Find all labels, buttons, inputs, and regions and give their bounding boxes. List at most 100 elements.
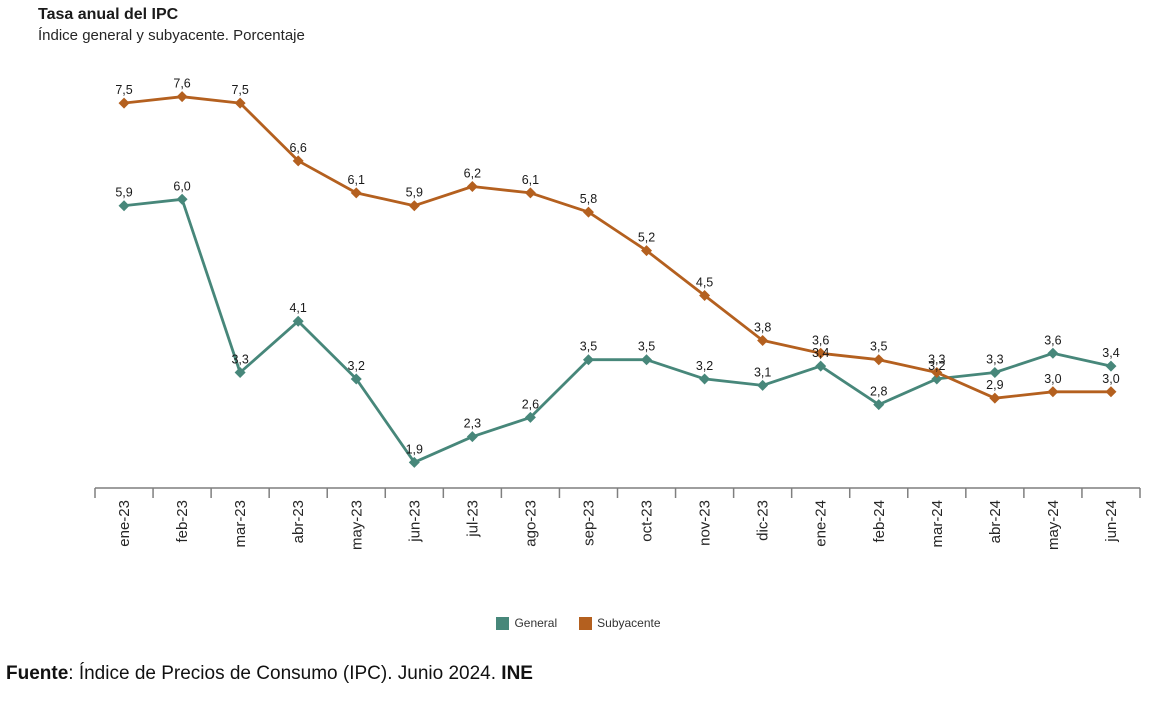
x-axis-label: sep-23 bbox=[580, 500, 597, 546]
data-label-subyacente: 6,1 bbox=[522, 173, 539, 187]
marker-general bbox=[292, 315, 304, 327]
marker-subyacente bbox=[408, 200, 420, 212]
marker-subyacente bbox=[118, 97, 130, 109]
marker-general bbox=[408, 456, 420, 468]
data-label-subyacente: 3,8 bbox=[754, 320, 771, 334]
marker-general bbox=[1047, 347, 1059, 359]
data-label-subyacente: 5,9 bbox=[406, 186, 423, 200]
data-label-subyacente: 5,2 bbox=[638, 231, 655, 245]
marker-subyacente bbox=[350, 187, 362, 199]
marker-general bbox=[931, 373, 943, 385]
data-label-general: 3,5 bbox=[580, 340, 597, 354]
data-label-general: 3,4 bbox=[812, 346, 829, 360]
marker-subyacente bbox=[931, 367, 943, 379]
x-axis-label: ago-23 bbox=[522, 500, 539, 547]
marker-general bbox=[641, 354, 653, 366]
data-label-subyacente: 7,6 bbox=[173, 77, 190, 91]
marker-general bbox=[699, 373, 711, 385]
marker-subyacente bbox=[757, 334, 769, 346]
marker-general bbox=[582, 354, 594, 366]
legend-item-general: General bbox=[496, 616, 557, 630]
source-text: : Índice de Precios de Consumo (IPC). Ju… bbox=[68, 663, 502, 684]
x-axis-label: jun-23 bbox=[406, 500, 423, 543]
source-org: INE bbox=[501, 663, 533, 684]
marker-subyacente bbox=[234, 97, 246, 109]
data-label-general: 3,2 bbox=[696, 359, 713, 373]
data-label-subyacente: 6,6 bbox=[289, 141, 306, 155]
marker-general bbox=[466, 431, 478, 443]
legend-label-subyacente: Subyacente bbox=[597, 616, 661, 630]
x-axis-label: oct-23 bbox=[639, 500, 656, 542]
marker-general bbox=[524, 411, 536, 423]
legend-label-general: General bbox=[514, 616, 558, 630]
data-label-subyacente: 4,5 bbox=[696, 276, 713, 290]
data-label-subyacente: 3,0 bbox=[1044, 372, 1061, 386]
data-label-subyacente: 7,5 bbox=[115, 83, 132, 97]
source-note: Fuente: Índice de Precios de Consumo (IP… bbox=[6, 663, 533, 685]
data-label-general: 3,1 bbox=[754, 365, 771, 379]
data-label-general: 4,1 bbox=[289, 301, 306, 315]
data-label-subyacente: 6,2 bbox=[464, 166, 481, 180]
x-axis-label: dic-23 bbox=[755, 500, 772, 541]
data-label-subyacente: 6,1 bbox=[348, 173, 365, 187]
x-axis-label: mar-23 bbox=[232, 500, 249, 548]
marker-general bbox=[118, 200, 130, 212]
chart-legend: General Subyacente bbox=[0, 616, 1157, 630]
data-label-general: 1,9 bbox=[406, 442, 423, 456]
marker-subyacente bbox=[989, 392, 1001, 404]
marker-subyacente bbox=[641, 245, 653, 257]
data-label-general: 3,6 bbox=[1044, 333, 1061, 347]
series-line-subyacente bbox=[123, 95, 1111, 400]
data-label-general: 3,3 bbox=[986, 353, 1003, 367]
data-label-general: 2,3 bbox=[464, 417, 481, 431]
x-axis-label: ene-24 bbox=[813, 500, 830, 547]
x-axis-label: may-24 bbox=[1045, 500, 1062, 550]
data-label-general: 3,4 bbox=[1102, 346, 1119, 360]
legend-swatch-general bbox=[496, 616, 510, 630]
marker-general bbox=[234, 367, 246, 379]
chart-title: Tasa anual del IPC bbox=[38, 6, 179, 23]
data-label-general: 2,8 bbox=[870, 385, 887, 399]
marker-general bbox=[350, 373, 362, 385]
data-label-general: 2,6 bbox=[522, 397, 539, 411]
data-label-general: 3,3 bbox=[231, 353, 248, 367]
data-label-subyacente: 7,5 bbox=[231, 83, 248, 97]
marker-general bbox=[873, 399, 885, 411]
marker-subyacente bbox=[699, 290, 711, 302]
x-axis-label: ene-23 bbox=[116, 500, 133, 547]
data-label-general: 3,2 bbox=[928, 359, 945, 373]
marker-subyacente bbox=[466, 180, 478, 192]
marker-general bbox=[1105, 360, 1117, 372]
marker-general bbox=[176, 193, 188, 205]
data-label-subyacente: 3,5 bbox=[870, 340, 887, 354]
x-axis-label: mar-24 bbox=[929, 500, 946, 548]
marker-subyacente bbox=[1105, 386, 1117, 398]
marker-subyacente bbox=[1047, 386, 1059, 398]
marker-subyacente bbox=[524, 187, 536, 199]
x-axis-label: may-23 bbox=[348, 500, 365, 550]
series-line-general bbox=[123, 197, 1112, 464]
x-axis-label: abr-24 bbox=[987, 500, 1004, 543]
marker-general bbox=[815, 360, 827, 372]
data-label-subyacente: 3,0 bbox=[1102, 372, 1119, 386]
marker-subyacente bbox=[292, 155, 304, 167]
legend-swatch-subyacente bbox=[579, 616, 593, 630]
marker-subyacente bbox=[582, 206, 594, 218]
data-label-subyacente: 3,3 bbox=[928, 353, 945, 367]
source-label: Fuente bbox=[6, 663, 69, 684]
data-label-subyacente: 2,9 bbox=[986, 378, 1003, 392]
x-axis-label: abr-23 bbox=[290, 500, 307, 543]
marker-subyacente bbox=[176, 91, 188, 103]
data-label-general: 3,2 bbox=[348, 359, 365, 373]
x-axis-label: jun-24 bbox=[1103, 500, 1120, 543]
marker-subyacente bbox=[873, 354, 885, 366]
x-axis-label: feb-23 bbox=[174, 500, 191, 543]
ipc-line-chart: ene-23 feb-23 mar-23 abr-23 may-23 jun-23 jul-… bbox=[94, 77, 1141, 550]
chart-subtitle: Índice general y subyacente. Porcentaje bbox=[38, 27, 305, 44]
x-axis-label: nov-23 bbox=[697, 500, 714, 546]
legend-item-subyacente: Subyacente bbox=[579, 616, 661, 630]
marker-general bbox=[757, 379, 769, 391]
x-axis-label: feb-24 bbox=[871, 500, 888, 543]
data-label-general: 6,0 bbox=[173, 179, 190, 193]
